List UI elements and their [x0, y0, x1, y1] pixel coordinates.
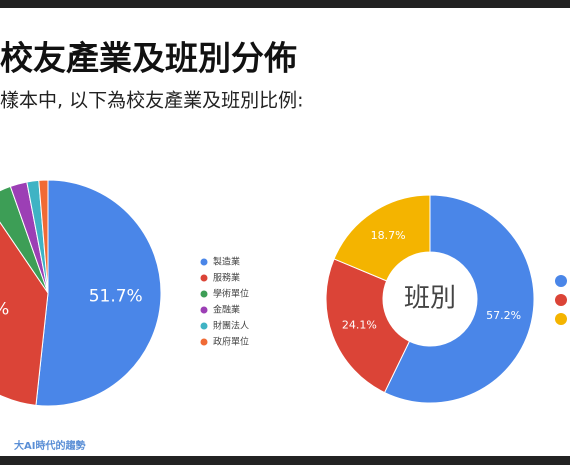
data-label: 57.2%	[486, 309, 521, 322]
legend-marker	[200, 322, 208, 330]
slice	[0, 221, 49, 406]
legend-marker	[200, 258, 208, 266]
legend-marker	[200, 274, 208, 282]
legend-marker	[200, 306, 208, 314]
bottom-bar	[0, 456, 570, 465]
legend-label: 政府單位	[213, 336, 249, 348]
legend-label: 服務業	[213, 272, 240, 284]
legend-marker	[555, 313, 567, 325]
data-label: 18.7%	[371, 229, 406, 242]
legend-label: 製造業	[213, 256, 240, 268]
legend-marker	[200, 290, 208, 298]
legend-marker	[200, 338, 208, 346]
footer-logo: 大AI時代的趨勢	[14, 439, 85, 452]
subtitle: 樣本中, 以下為校友產業及班別比例:	[0, 90, 303, 112]
slice	[38, 179, 49, 294]
legend-marker	[555, 275, 567, 287]
slice	[383, 194, 535, 404]
data-label: 51.7%	[89, 287, 143, 307]
legend-label: 學術單位	[213, 288, 249, 300]
data-label: 38.8%	[0, 299, 9, 319]
slice	[325, 258, 411, 394]
legend-marker	[555, 294, 567, 306]
legend-label: 財團法人	[213, 320, 249, 332]
slice	[333, 194, 431, 282]
title: 校友產業及班別分佈	[0, 39, 297, 78]
slice	[35, 179, 162, 407]
legend-label: 金融業	[213, 304, 240, 316]
data-label: 24.1%	[342, 319, 377, 332]
top-bar	[0, 0, 570, 8]
center-label: 班別	[404, 284, 456, 314]
